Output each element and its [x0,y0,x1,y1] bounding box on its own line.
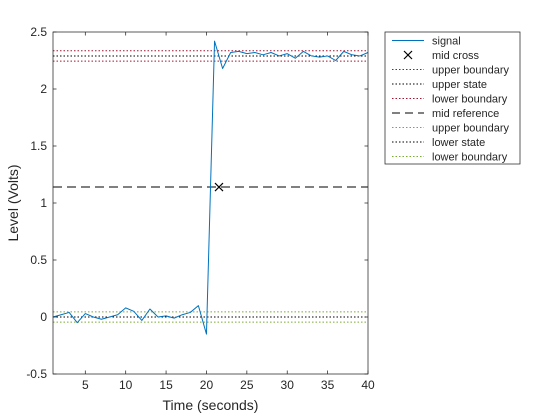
legend-label: lower state [432,137,485,149]
x-tick-label: 5 [82,378,89,392]
x-tick-label: 40 [361,378,375,392]
legend-label: lower boundary [432,152,508,164]
legend-entry: lower boundary [392,152,508,164]
x-tick-label: 20 [200,378,214,392]
legend-entry: upper boundary [392,65,510,77]
x-axis-label: Time (seconds) [163,397,259,413]
legend-entry: upper boundary [392,123,510,135]
x-tick-label: 25 [240,378,254,392]
legend-entry: lower state [392,137,485,149]
mid-cross-layer [214,182,224,192]
x-tick-label: 35 [321,378,335,392]
legend: signal mid cross upper boundary upper state… [384,31,521,165]
x-tick-label: 15 [159,378,173,392]
y-tick-label: -0.5 [26,367,47,381]
y-axis-ticks: -0.5 0 0.5 1 1.5 2 2.5 [26,25,368,381]
legend-label: mid reference [432,108,499,120]
y-tick-label: 0.5 [30,253,47,267]
legend-swatch-marker [403,50,413,60]
y-tick-label: 1 [40,196,47,210]
series-line-signal [52,40,369,335]
legend-entry: mid cross [403,50,480,62]
legend-label: upper boundary [432,65,510,77]
x-tick-label: 30 [281,378,295,392]
x-axis-ticks: 5 10 15 20 25 30 35 40 [82,32,375,392]
mid-cross-stroke [214,182,224,192]
x-tick-label: 10 [119,378,133,392]
legend-label: upper boundary [432,123,510,135]
signal-layer [52,40,369,335]
legend-label: lower boundary [432,94,508,106]
legend-label: signal [432,36,461,48]
legend-label: mid cross [432,50,480,62]
y-tick-label: 0 [40,310,47,324]
legend-label: upper state [432,79,487,91]
legend-entry: lower boundary [392,94,508,106]
y-axis-label: Level (Volts) [5,164,21,241]
plot-area [52,31,369,375]
y-tick-label: 2 [40,82,47,96]
y-tick-label: 1.5 [30,139,47,153]
y-tick-label: 2.5 [30,25,47,39]
legend-entry: signal [392,36,461,48]
legend-entry: upper state [392,79,487,91]
mid-cross-marker [214,182,224,192]
legend-entry: mid reference [392,108,499,120]
